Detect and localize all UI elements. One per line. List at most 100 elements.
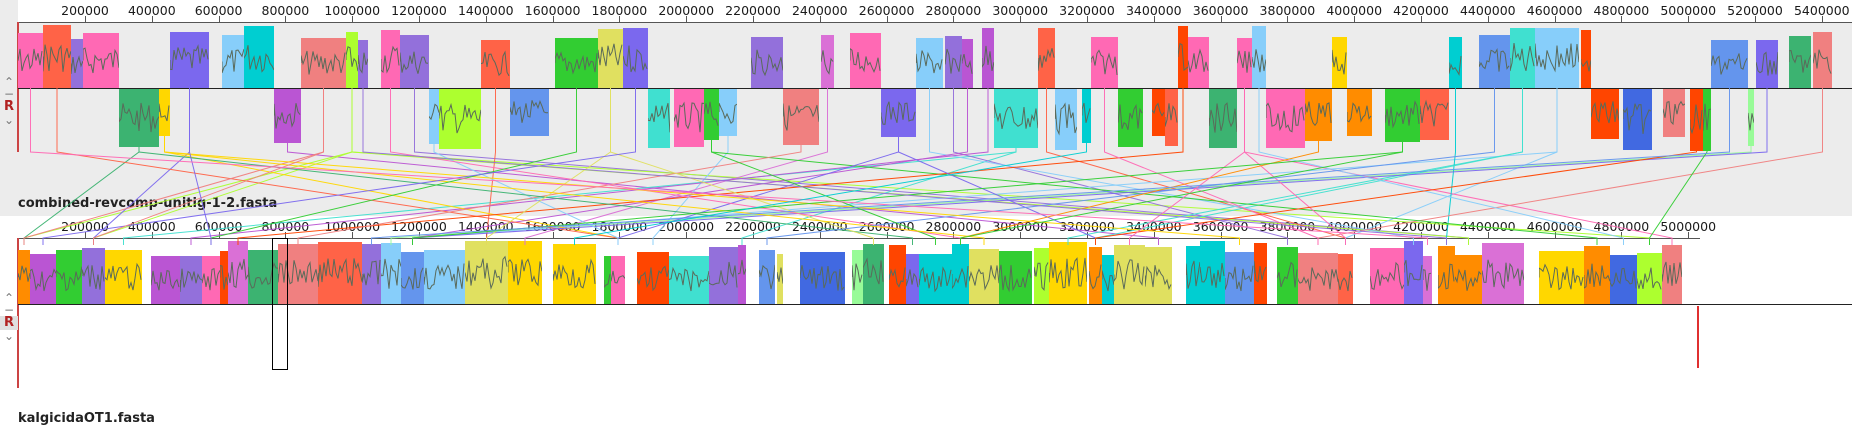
- lcb-block[interactable]: [222, 35, 244, 88]
- lcb-block[interactable]: [1756, 40, 1778, 88]
- lcb-block[interactable]: [71, 39, 83, 88]
- lcb-block[interactable]: [704, 88, 719, 140]
- reverse-toggle-button[interactable]: R: [0, 316, 18, 330]
- lcb-block[interactable]: [1252, 26, 1266, 88]
- lcb-block[interactable]: [759, 250, 775, 304]
- lcb-block[interactable]: [598, 29, 623, 88]
- lcb-block[interactable]: [318, 242, 362, 304]
- lcb-block[interactable]: [553, 244, 596, 304]
- lcb-block[interactable]: [1114, 245, 1145, 304]
- lcb-block[interactable]: [555, 38, 598, 88]
- reverse-toggle-button[interactable]: R: [3, 99, 14, 114]
- lcb-block[interactable]: [719, 88, 737, 136]
- lcb-track-bottom[interactable]: [18, 238, 1700, 388]
- lcb-block[interactable]: [1055, 88, 1077, 150]
- lcb-block[interactable]: [916, 38, 943, 88]
- lcb-block[interactable]: [1034, 248, 1049, 304]
- lcb-block[interactable]: [751, 37, 783, 88]
- lcb-block[interactable]: [945, 36, 962, 88]
- lcb-block[interactable]: [994, 88, 1038, 148]
- lcb-block[interactable]: [248, 250, 278, 304]
- move-down-icon[interactable]: ⌄: [3, 329, 15, 343]
- lcb-block[interactable]: [1277, 247, 1298, 304]
- lcb-block[interactable]: [18, 250, 30, 304]
- minus-icon[interactable]: −: [3, 303, 15, 317]
- lcb-block[interactable]: [159, 88, 170, 136]
- lcb-block[interactable]: [1145, 247, 1172, 304]
- lcb-block[interactable]: [30, 254, 56, 304]
- lcb-block[interactable]: [1186, 246, 1200, 304]
- lcb-block[interactable]: [1813, 32, 1832, 88]
- lcb-block[interactable]: [278, 244, 318, 304]
- lcb-block[interactable]: [906, 254, 919, 304]
- lcb-block[interactable]: [401, 252, 424, 304]
- lcb-block[interactable]: [952, 244, 969, 304]
- lcb-block[interactable]: [1089, 247, 1102, 304]
- lcb-block[interactable]: [1038, 28, 1055, 88]
- lcb-block[interactable]: [1423, 256, 1432, 304]
- lcb-block[interactable]: [1404, 241, 1423, 304]
- coordinate-ruler-top[interactable]: 200000 400000 600000 800000 1000000 1200000 14…: [18, 0, 1852, 23]
- lcb-block[interactable]: [919, 254, 952, 304]
- lcb-block[interactable]: [429, 88, 439, 144]
- lcb-block[interactable]: [999, 251, 1032, 304]
- lcb-block[interactable]: [1200, 241, 1225, 304]
- genome-panel-bottom[interactable]: 200000 400000 600000 800000 1000000 1200000 14…: [0, 216, 1852, 430]
- lcb-block[interactable]: [738, 245, 746, 304]
- lcb-block[interactable]: [1225, 252, 1254, 304]
- selection-cursor[interactable]: [272, 238, 288, 370]
- lcb-block[interactable]: [82, 248, 105, 304]
- lcb-block[interactable]: [510, 88, 549, 136]
- lcb-block[interactable]: [56, 250, 82, 304]
- lcb-block[interactable]: [881, 88, 916, 137]
- lcb-block[interactable]: [105, 250, 142, 304]
- lcb-block[interactable]: [1091, 37, 1118, 88]
- lcb-block[interactable]: [611, 256, 625, 304]
- lcb-block[interactable]: [1209, 88, 1237, 148]
- lcb-block[interactable]: [1663, 88, 1685, 137]
- lcb-block[interactable]: [439, 88, 481, 149]
- lcb-block[interactable]: [424, 250, 465, 304]
- lcb-block[interactable]: [669, 256, 709, 304]
- lcb-block[interactable]: [1370, 248, 1404, 304]
- lcb-block[interactable]: [1118, 88, 1143, 147]
- lcb-block[interactable]: [1237, 38, 1252, 88]
- lcb-block[interactable]: [852, 250, 863, 304]
- lcb-block[interactable]: [1510, 28, 1535, 88]
- lcb-block[interactable]: [508, 241, 542, 304]
- lcb-block[interactable]: [346, 32, 358, 88]
- lcb-block[interactable]: [1305, 88, 1332, 141]
- lcb-block[interactable]: [400, 35, 429, 88]
- lcb-block[interactable]: [202, 256, 220, 304]
- lcb-block[interactable]: [220, 251, 228, 304]
- lcb-block[interactable]: [1581, 30, 1591, 88]
- lcb-block[interactable]: [1347, 88, 1372, 136]
- lcb-block[interactable]: [301, 38, 346, 88]
- lcb-block[interactable]: [180, 256, 202, 304]
- lcb-block[interactable]: [1623, 88, 1652, 150]
- lcb-block[interactable]: [381, 30, 400, 88]
- lcb-block[interactable]: [962, 39, 973, 88]
- lcb-block[interactable]: [648, 88, 670, 148]
- minus-icon[interactable]: −: [3, 87, 15, 101]
- lcb-block[interactable]: [1584, 246, 1610, 304]
- lcb-block[interactable]: [1535, 28, 1579, 88]
- lcb-block[interactable]: [1165, 88, 1178, 146]
- lcb-block[interactable]: [228, 241, 248, 304]
- lcb-block[interactable]: [481, 40, 510, 88]
- lcb-block[interactable]: [274, 88, 301, 143]
- lcb-block[interactable]: [1610, 255, 1637, 304]
- lcb-block[interactable]: [244, 26, 274, 88]
- lcb-block[interactable]: [821, 35, 834, 88]
- lcb-block[interactable]: [800, 252, 845, 304]
- lcb-block[interactable]: [604, 256, 611, 304]
- lcb-block[interactable]: [783, 88, 819, 145]
- lcb-block[interactable]: [1338, 254, 1353, 304]
- lcb-block[interactable]: [1703, 88, 1711, 151]
- lcb-block[interactable]: [1438, 246, 1455, 304]
- lcb-block[interactable]: [1178, 26, 1188, 88]
- lcb-block[interactable]: [465, 241, 508, 304]
- lcb-block[interactable]: [358, 40, 368, 88]
- genome-panel-top[interactable]: 200000 400000 600000 800000 1000000 1200000 14…: [0, 0, 1852, 216]
- lcb-block[interactable]: [1420, 88, 1449, 140]
